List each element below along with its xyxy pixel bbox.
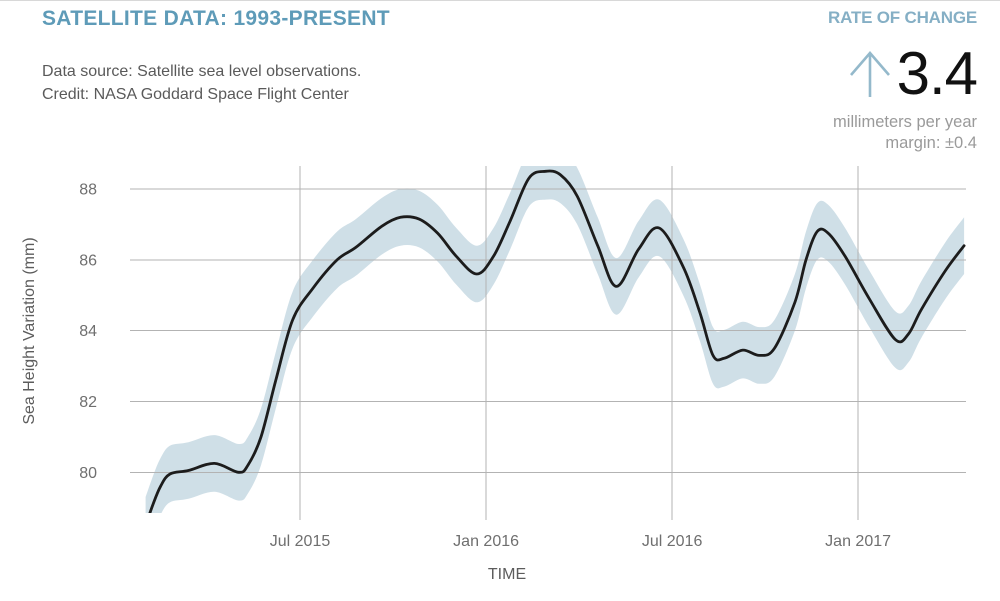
y-tick-label: 86 [79, 252, 97, 269]
y-tick-label: 82 [79, 394, 97, 411]
series-line-layer [148, 169, 966, 513]
x-axis-title: TIME [488, 566, 526, 583]
x-tick-label: Jan 2017 [825, 533, 891, 550]
x-tick-label: Jul 2016 [642, 533, 703, 550]
up-arrow-icon [849, 51, 890, 97]
sea-level-line [148, 169, 966, 513]
rate-value-row: 3.4 [828, 40, 978, 107]
y-tick-label: 84 [79, 323, 97, 340]
subtitle: Data source: Satellite sea level observa… [42, 60, 361, 106]
rate-margin: margin: ±0.4 [885, 134, 977, 152]
confidence-band [145, 166, 965, 513]
rate-value: 3.4 [896, 40, 978, 107]
y-tick-label: 88 [79, 182, 97, 199]
tick-label-layer: 80 82 84 86 88 Jul 2015 Jan 2016 Jul 2016 Jan 20… [79, 182, 891, 551]
credit-text: Credit: NASA Goddard Space Flight Center [42, 86, 349, 103]
rate-unit: millimeters per year [833, 113, 977, 131]
x-tick-label: Jan 2016 [453, 533, 519, 550]
sea-level-chart: 80 82 84 86 88 Jul 2015 Jan 2016 Jul 2016 Jan 20… [21, 166, 966, 583]
page-title: SATELLITE DATA: 1993-PRESENT [42, 7, 390, 30]
y-tick-label: 80 [79, 465, 97, 482]
rate-of-change-label: RATE OF CHANGE [828, 8, 977, 27]
rate-of-change-panel: RATE OF CHANGE 3.4 millimeters per year … [828, 8, 978, 154]
y-axis-title: Sea Height Variation (mm) [21, 237, 38, 424]
confidence-band-layer [145, 166, 965, 513]
grid-layer [130, 166, 966, 520]
x-tick-label: Jul 2015 [270, 533, 331, 550]
data-source-text: Data source: Satellite sea level observa… [42, 63, 362, 80]
